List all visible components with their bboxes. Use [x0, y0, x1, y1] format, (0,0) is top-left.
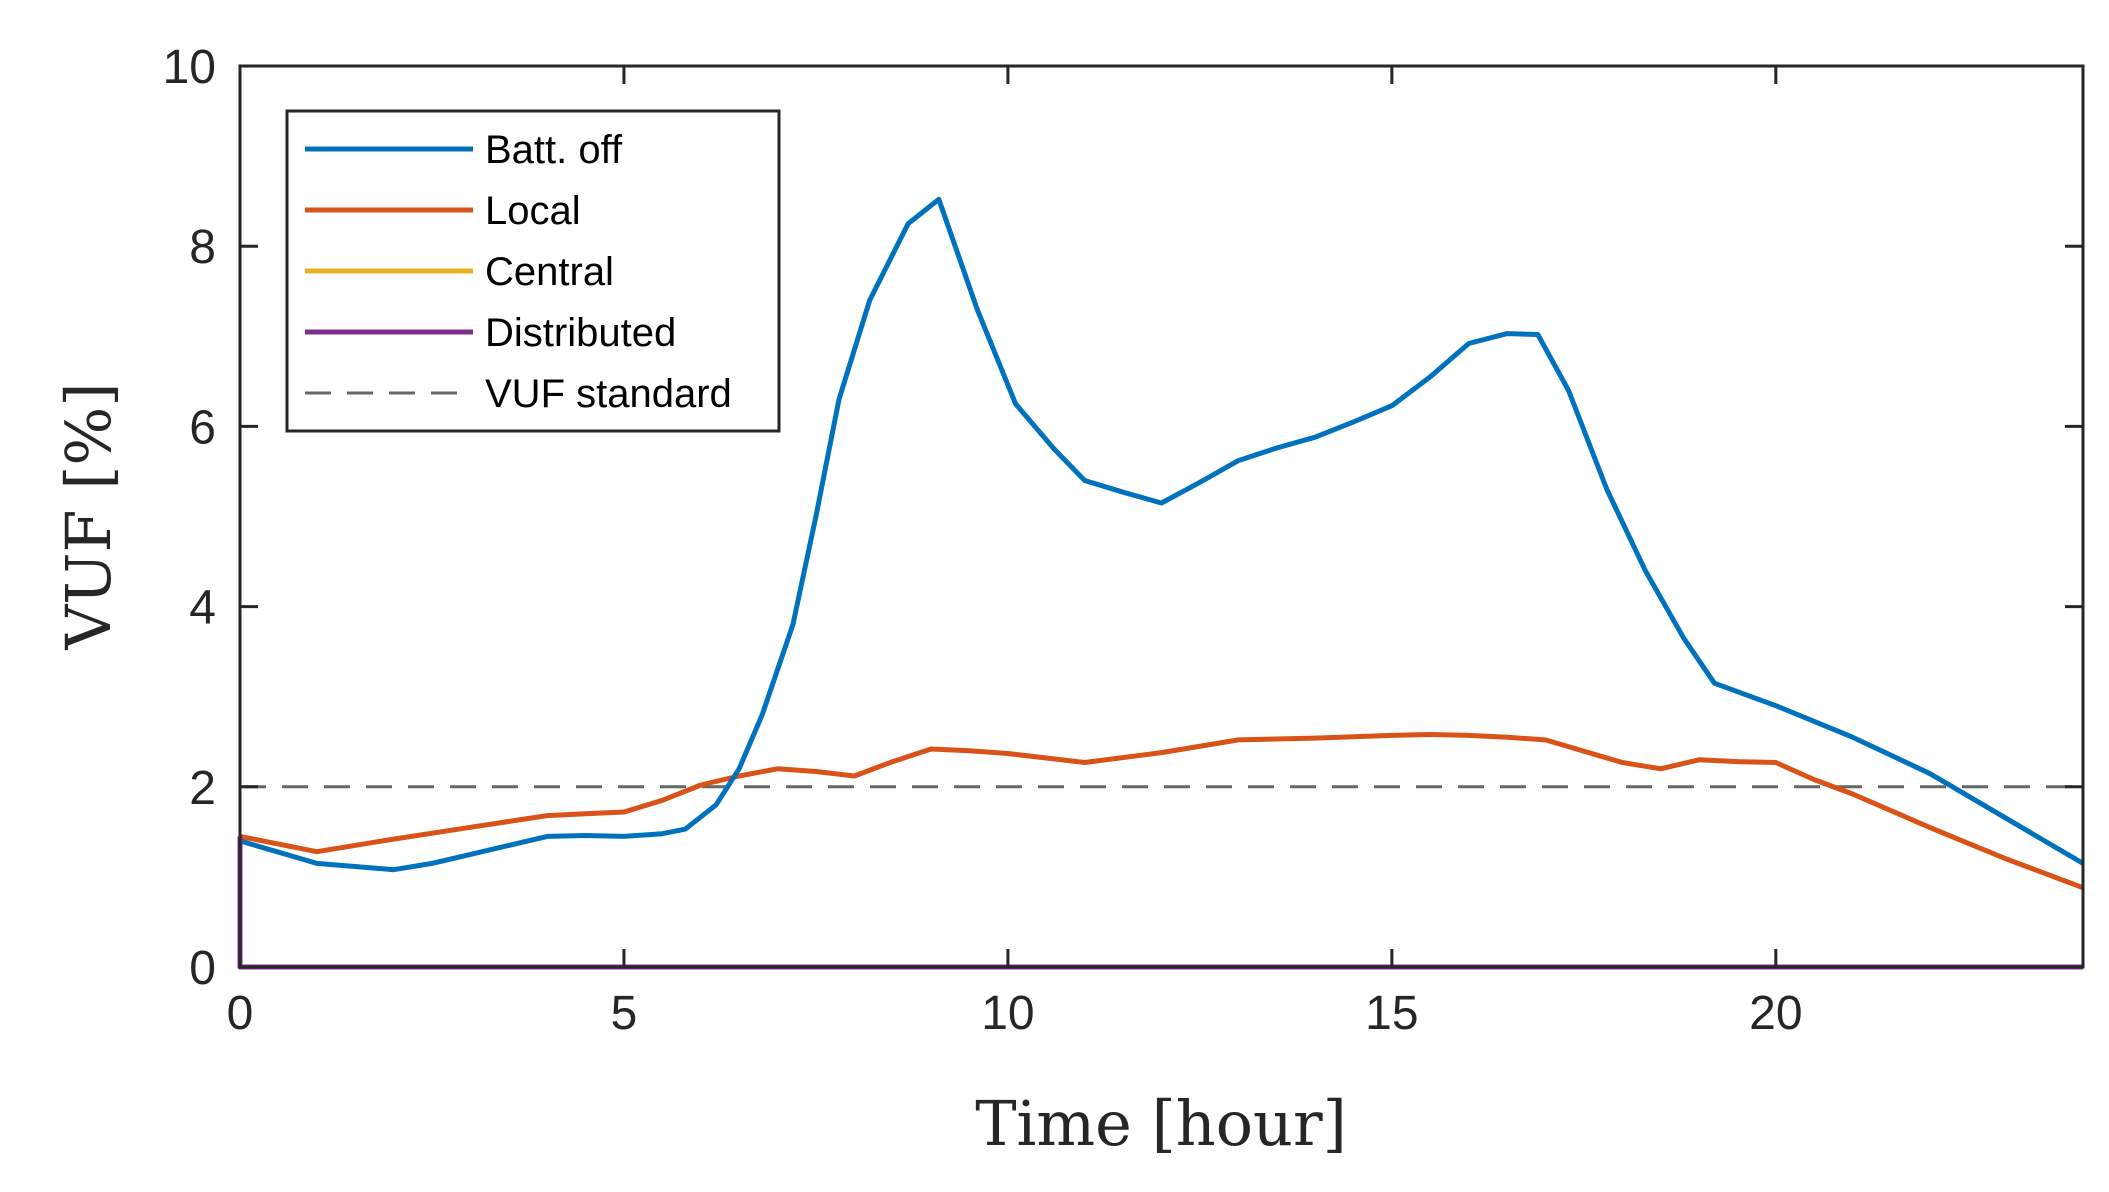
legend-label: Local [485, 189, 581, 233]
x-tick-label: 20 [1749, 987, 1802, 1040]
legend: Batt. off Local Central Distributed VUF stan… [285, 109, 781, 433]
axes-frame [238, 64, 2085, 969]
y-tick-label: 8 [189, 221, 216, 274]
series-line-batt-off [239, 196, 2085, 873]
x-axis-title: Time [hour] [975, 1087, 1347, 1160]
y-axis-title: VUF [%] [52, 382, 125, 650]
x-tick-label: 15 [1365, 987, 1418, 1040]
legend-label: VUF standard [485, 372, 732, 416]
series-line-local [239, 732, 2084, 891]
y-tick-label: 4 [189, 582, 216, 635]
legend-label: Central [485, 250, 614, 294]
y-tick-label: 2 [189, 762, 216, 815]
x-tick-label: 10 [981, 987, 1034, 1040]
y-tick-label: 10 [163, 41, 216, 94]
legend-label: Batt. off [485, 128, 623, 172]
y-tick-label: 0 [189, 942, 216, 995]
x-tick-label: 0 [227, 987, 254, 1040]
y-tick-label: 6 [189, 401, 216, 454]
x-tick-label: 5 [611, 987, 638, 1040]
legend-label: Distributed [485, 311, 676, 355]
axes-layer: 0 5 10 15 20 0 2 4 6 8 10 [163, 41, 2085, 1040]
